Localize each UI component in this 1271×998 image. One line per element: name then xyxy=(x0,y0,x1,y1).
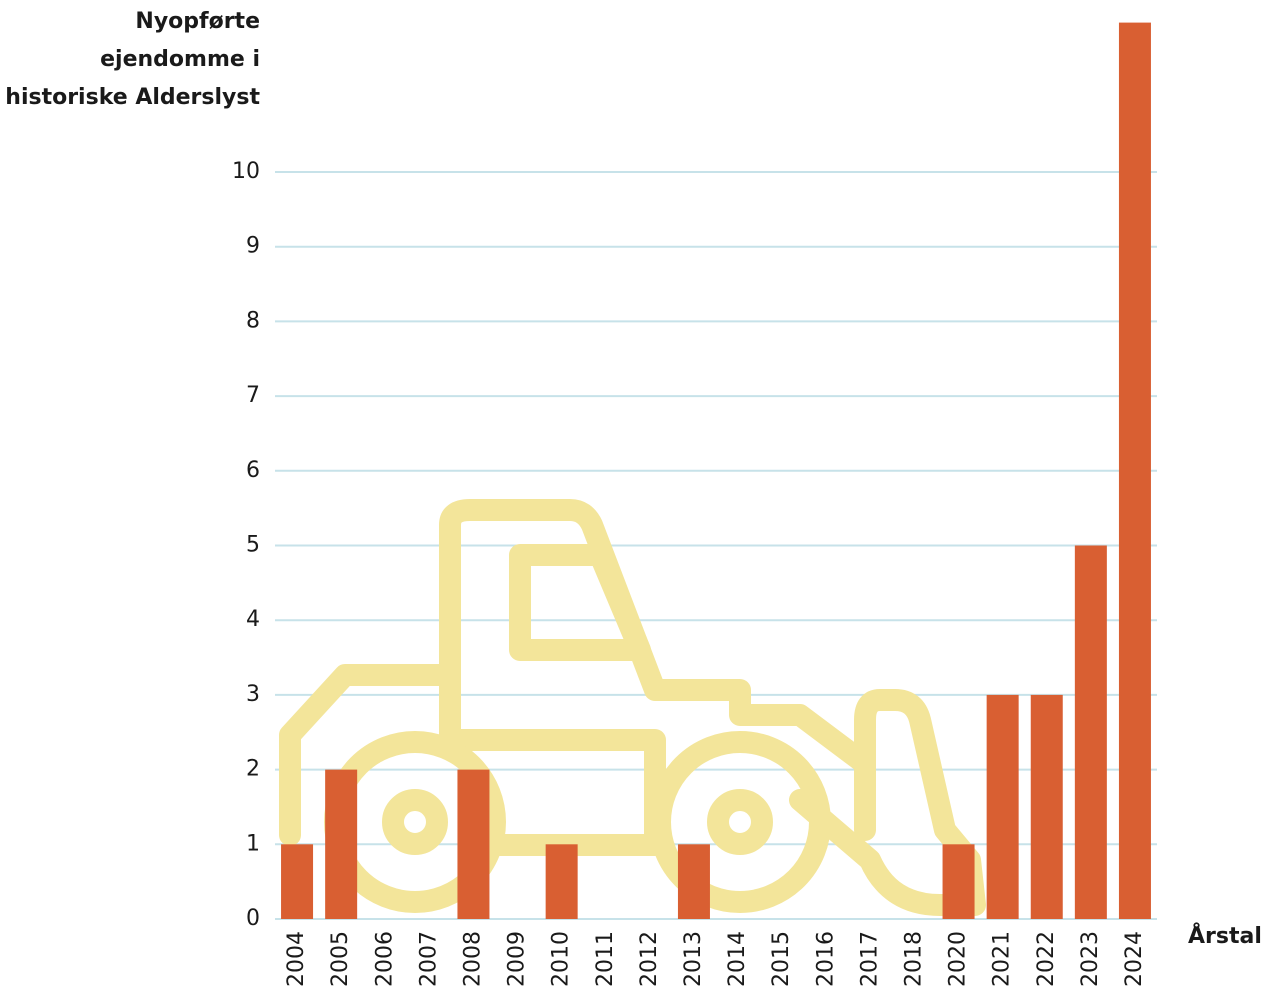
x-tick-label: 2004 xyxy=(284,931,309,987)
x-tick-label: 2024 xyxy=(1122,931,1147,987)
chart: Nyopførte ejendomme i historiske Aldersl… xyxy=(0,0,1271,998)
x-tick-label: 2022 xyxy=(1034,931,1059,987)
bar xyxy=(457,770,489,919)
y-tick-label: 8 xyxy=(246,308,260,333)
tractor-illustration xyxy=(290,510,975,905)
x-tick-label: 2020 xyxy=(946,931,971,987)
x-tick-label: 2011 xyxy=(593,931,618,987)
x-tick-label: 2018 xyxy=(901,931,926,987)
y-tick-label: 10 xyxy=(232,159,260,184)
y-tick-label: 4 xyxy=(246,607,260,632)
bar xyxy=(678,844,710,919)
bar xyxy=(281,844,313,919)
x-tick-label: 2014 xyxy=(725,931,750,987)
x-tick-label: 2006 xyxy=(372,931,397,987)
y-tick-label: 2 xyxy=(246,757,260,782)
bar xyxy=(1075,546,1107,920)
bar xyxy=(546,844,578,919)
bar xyxy=(987,695,1019,919)
bar xyxy=(1031,695,1063,919)
y-tick-label: 5 xyxy=(246,533,260,558)
x-tick-label: 2013 xyxy=(681,931,706,987)
bar xyxy=(325,770,357,919)
bar xyxy=(1119,23,1151,919)
y-tick-label: 6 xyxy=(246,458,260,483)
x-tick-label: 2021 xyxy=(990,931,1015,987)
x-tick-label: 2005 xyxy=(328,931,353,987)
x-tick-label: 2007 xyxy=(416,931,441,987)
x-tick-label: 2009 xyxy=(505,931,530,987)
y-axis-title: historiske Alderslyst xyxy=(5,85,260,110)
x-axis-title: Årstal xyxy=(1188,923,1262,949)
y-tick-label: 3 xyxy=(246,682,260,707)
y-axis-title: Nyopførte xyxy=(135,9,260,34)
x-tick-label: 2008 xyxy=(460,931,485,987)
y-tick-label: 7 xyxy=(246,383,260,408)
x-tick-label: 2012 xyxy=(637,931,662,987)
bar xyxy=(943,844,975,919)
x-tick-label: 2016 xyxy=(813,931,838,987)
x-tick-label: 2010 xyxy=(549,931,574,987)
y-tick-label: 1 xyxy=(246,831,260,856)
y-tick-label: 0 xyxy=(246,906,260,931)
x-tick-label: 2015 xyxy=(769,931,794,987)
x-tick-label: 2017 xyxy=(857,931,882,987)
y-tick-label: 9 xyxy=(246,234,260,259)
x-tick-label: 2023 xyxy=(1078,931,1103,987)
y-axis-title: ejendomme i xyxy=(100,47,260,72)
